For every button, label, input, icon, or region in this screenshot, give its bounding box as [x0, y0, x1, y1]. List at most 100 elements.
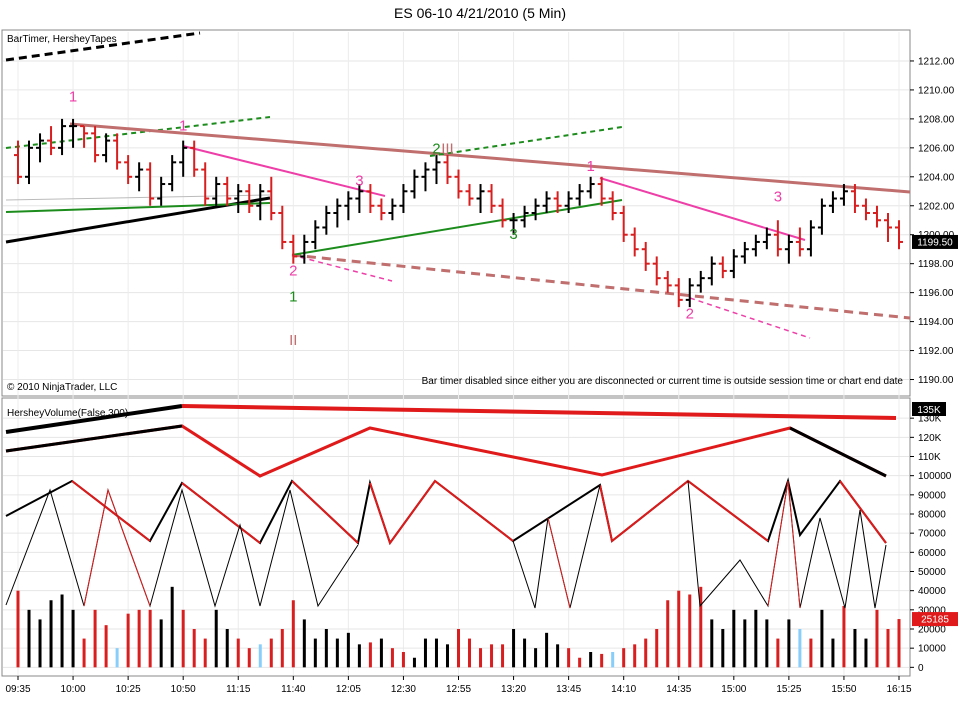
- volume-bar: [126, 613, 130, 668]
- volume-bar: [313, 638, 317, 668]
- volume-peak-background: [912, 402, 946, 416]
- ohlc-bar: [773, 220, 782, 257]
- volume-peak-badge: 135K: [912, 402, 946, 416]
- price-tick-label: 1206.00: [918, 143, 955, 154]
- wave-marker: III: [441, 141, 454, 158]
- copyright-text: © 2010 NinjaTrader, LLC: [7, 382, 117, 393]
- price-panel[interactable]: [1, 29, 911, 397]
- volume-bar: [423, 638, 427, 668]
- volume-bar: [853, 629, 857, 668]
- wave-marker: 3: [774, 188, 782, 205]
- volume-bar: [490, 644, 494, 668]
- ohlc-bar: [201, 162, 210, 206]
- volume-peak-value: 135K: [917, 405, 941, 416]
- price-tick-label: 1208.00: [918, 114, 955, 125]
- volume-bar: [247, 648, 251, 668]
- wave-marker: 2: [686, 306, 694, 323]
- volume-wave-black-mid-left: [5, 424, 183, 453]
- time-tick-label: 12:30: [391, 684, 416, 695]
- volume-bar: [798, 629, 802, 668]
- volume-tick-label: 110K: [918, 452, 941, 463]
- ohlc-bar: [179, 140, 188, 177]
- volume-bar: [809, 638, 813, 668]
- ohlc-bar: [135, 162, 144, 192]
- volume-bar: [589, 652, 593, 668]
- volume-bar: [864, 638, 868, 668]
- volume-bar: [269, 638, 273, 668]
- ohlc-bar: [377, 198, 386, 221]
- volume-bar: [578, 657, 582, 668]
- volume-bar: [567, 648, 571, 668]
- volume-bar: [710, 619, 714, 668]
- volume-bar: [302, 619, 306, 668]
- trend-line-green-left: [5, 202, 271, 213]
- ohlc-bar: [751, 234, 760, 257]
- volume-bar: [699, 586, 703, 668]
- volume-bar: [501, 644, 505, 668]
- wave-marker: 2: [289, 262, 297, 279]
- ohlc-bar: [410, 169, 419, 199]
- volume-bar: [534, 648, 538, 668]
- ohlc-bar: [234, 184, 243, 213]
- ohlc-bar: [91, 126, 100, 163]
- price-tick-label: 1204.00: [918, 172, 955, 183]
- last-volume-background: [912, 612, 958, 627]
- ohlc-bar: [707, 256, 716, 286]
- ohlc-bar: [696, 270, 705, 293]
- ohlc-bar: [498, 198, 507, 228]
- chart-title: ES 06-10 4/21/2010 (5 Min): [394, 5, 566, 21]
- ohlc-bar: [36, 133, 45, 163]
- time-tick-label: 16:15: [886, 684, 911, 695]
- volume-bar: [523, 638, 527, 668]
- volume-bar: [82, 638, 86, 668]
- volume-tick-label: 90000: [918, 490, 946, 501]
- last-price-badge: 1199.50: [912, 234, 958, 249]
- wave-marker: 1: [289, 288, 297, 305]
- ohlc-bar: [828, 191, 837, 213]
- volume-bar: [644, 638, 648, 668]
- trend-line-magenta-2: [599, 177, 806, 241]
- volume-bar: [666, 600, 670, 668]
- volume-bar: [148, 609, 152, 668]
- ohlc-bar: [465, 184, 474, 206]
- volume-tick-label: 30000: [918, 605, 946, 616]
- volume-bar: [787, 619, 791, 668]
- volume-tick-label: 100000: [918, 471, 952, 482]
- volume-bar: [434, 638, 438, 668]
- ohlc-bar: [311, 220, 320, 250]
- volume-bar: [368, 642, 372, 668]
- volume-wave-thin-red-left: [83, 488, 151, 607]
- volume-wave-lines: [5, 404, 897, 609]
- ohlc-bar: [223, 176, 232, 206]
- ohlc-bar: [806, 220, 815, 257]
- volume-bar: [600, 653, 604, 668]
- ohlc-bar: [553, 191, 562, 213]
- ohlc-bar: [212, 176, 221, 206]
- ohlc-bar: [641, 241, 650, 271]
- volume-bar: [49, 600, 53, 668]
- ohlc-bar: [542, 191, 551, 213]
- time-tick-label: 10:50: [171, 684, 196, 695]
- ohlc-bar: [168, 155, 177, 192]
- volume-bar: [545, 632, 549, 668]
- time-tick-label: 15:00: [721, 684, 746, 695]
- wave-marker: 1: [69, 89, 77, 106]
- time-tick-label: 14:35: [666, 684, 691, 695]
- ohlc-bar: [663, 270, 672, 293]
- volume-tick-label: 80000: [918, 510, 946, 521]
- ohlc-bar: [861, 198, 870, 221]
- volume-bar: [60, 594, 64, 668]
- ohlc-bar: [399, 184, 408, 213]
- ohlc-bar: [674, 278, 683, 308]
- ohlc-bar: [883, 213, 892, 242]
- ohlc-bar: [454, 169, 463, 199]
- volume-wave-zigzag-red-3: [291, 480, 359, 544]
- trend-line-magenta-1: [182, 145, 386, 197]
- ohlc-bar: [729, 249, 738, 279]
- volume-bar: [897, 619, 901, 668]
- volume-tick-label: 60000: [918, 548, 946, 559]
- volume-bar: [357, 644, 361, 668]
- time-tick-label: 13:20: [501, 684, 526, 695]
- ohlc-bar: [443, 155, 452, 185]
- volume-bar: [236, 638, 240, 668]
